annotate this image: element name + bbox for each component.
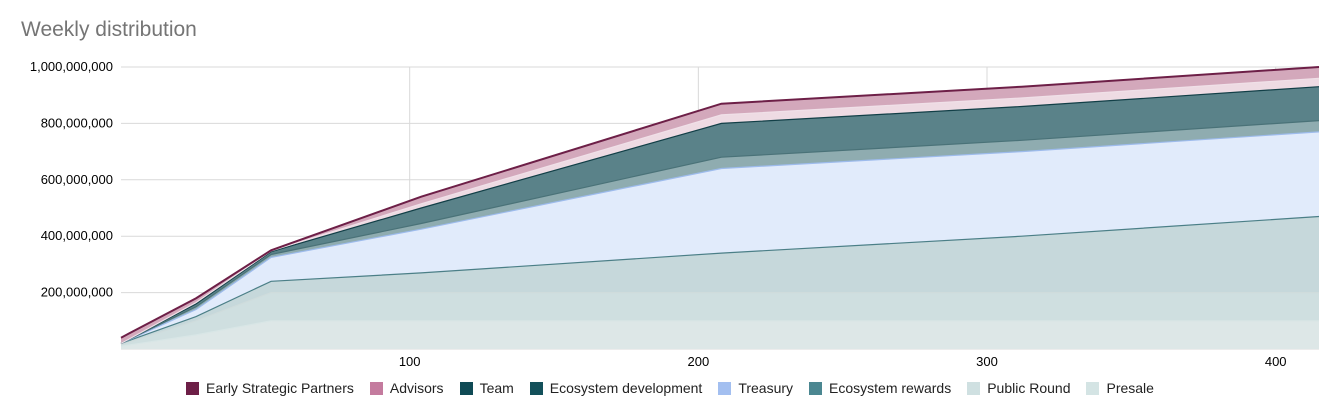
legend-item-treasury[interactable]: Treasury <box>718 380 793 396</box>
legend-item-public-round[interactable]: Public Round <box>967 380 1070 396</box>
area-presale[interactable] <box>121 320 1319 349</box>
x-tick-label: 300 <box>976 354 998 369</box>
legend-item-presale[interactable]: Presale <box>1086 380 1154 396</box>
legend-label: Public Round <box>987 380 1071 396</box>
legend-label: Early Strategic Partners <box>206 380 354 396</box>
line-team <box>120 86 1320 344</box>
y-tick-label: 600,000,000 <box>41 172 113 187</box>
line-presale <box>120 320 1319 347</box>
y-tick-label: 400,000,000 <box>41 228 113 243</box>
legend-swatch <box>459 381 473 395</box>
x-tick-label: 100 <box>399 354 421 369</box>
legend-swatch <box>718 381 732 395</box>
legend-swatch <box>529 381 543 395</box>
y-tick-label: 200,000,000 <box>41 285 113 300</box>
legend: Early Strategic Partners Advisors Team Ecos… <box>0 380 1340 396</box>
legend-label: Ecosystem rewards <box>829 380 952 396</box>
area-ecosystem-rewards[interactable] <box>121 216 1319 345</box>
legend-swatch <box>1086 381 1100 395</box>
chart-title: Weekly distribution <box>21 18 197 41</box>
area-series <box>121 67 1319 349</box>
legend-swatch <box>809 381 823 395</box>
axis-labels: 200,000,000 400,000,000 600,000,000 800,000… <box>30 59 1287 369</box>
y-tick-label: 1,000,000,000 <box>30 59 113 74</box>
legend-label: Treasury <box>738 380 794 396</box>
area-treasury[interactable] <box>121 131 1319 344</box>
legend-item-early-strategic-partners[interactable]: Early Strategic Partners <box>186 380 354 396</box>
legend-swatch <box>369 381 383 395</box>
line-treasury <box>120 131 1320 344</box>
legend-item-ecosystem-development[interactable]: Ecosystem development <box>529 380 703 396</box>
legend-item-ecosystem-rewards[interactable]: Ecosystem rewards <box>809 380 951 396</box>
legend-item-advisors[interactable]: Advisors <box>369 380 444 396</box>
legend-label: Ecosystem development <box>549 380 703 396</box>
line-public-round <box>120 292 1319 346</box>
legend-item-team[interactable]: Team <box>459 380 514 396</box>
line-ecosystem-rewards <box>120 215 1320 344</box>
line-advisors <box>120 77 1320 344</box>
x-tick-label: 400 <box>1265 354 1287 369</box>
legend-swatch <box>967 381 981 395</box>
y-tick-label: 800,000,000 <box>41 115 113 130</box>
area-team[interactable] <box>121 86 1319 344</box>
x-tick-label: 200 <box>687 354 709 369</box>
legend-label: Presale <box>1106 380 1154 396</box>
area-public-round[interactable] <box>121 292 1319 347</box>
series-lines <box>120 66 1320 347</box>
line-early-strategic-partners <box>120 66 1320 339</box>
legend-label: Team <box>479 380 514 396</box>
line-ecosystem-development <box>120 120 1320 344</box>
area-ecosystem-development[interactable] <box>121 120 1319 344</box>
legend-swatch <box>186 381 200 395</box>
legend-label: Advisors <box>389 380 444 396</box>
